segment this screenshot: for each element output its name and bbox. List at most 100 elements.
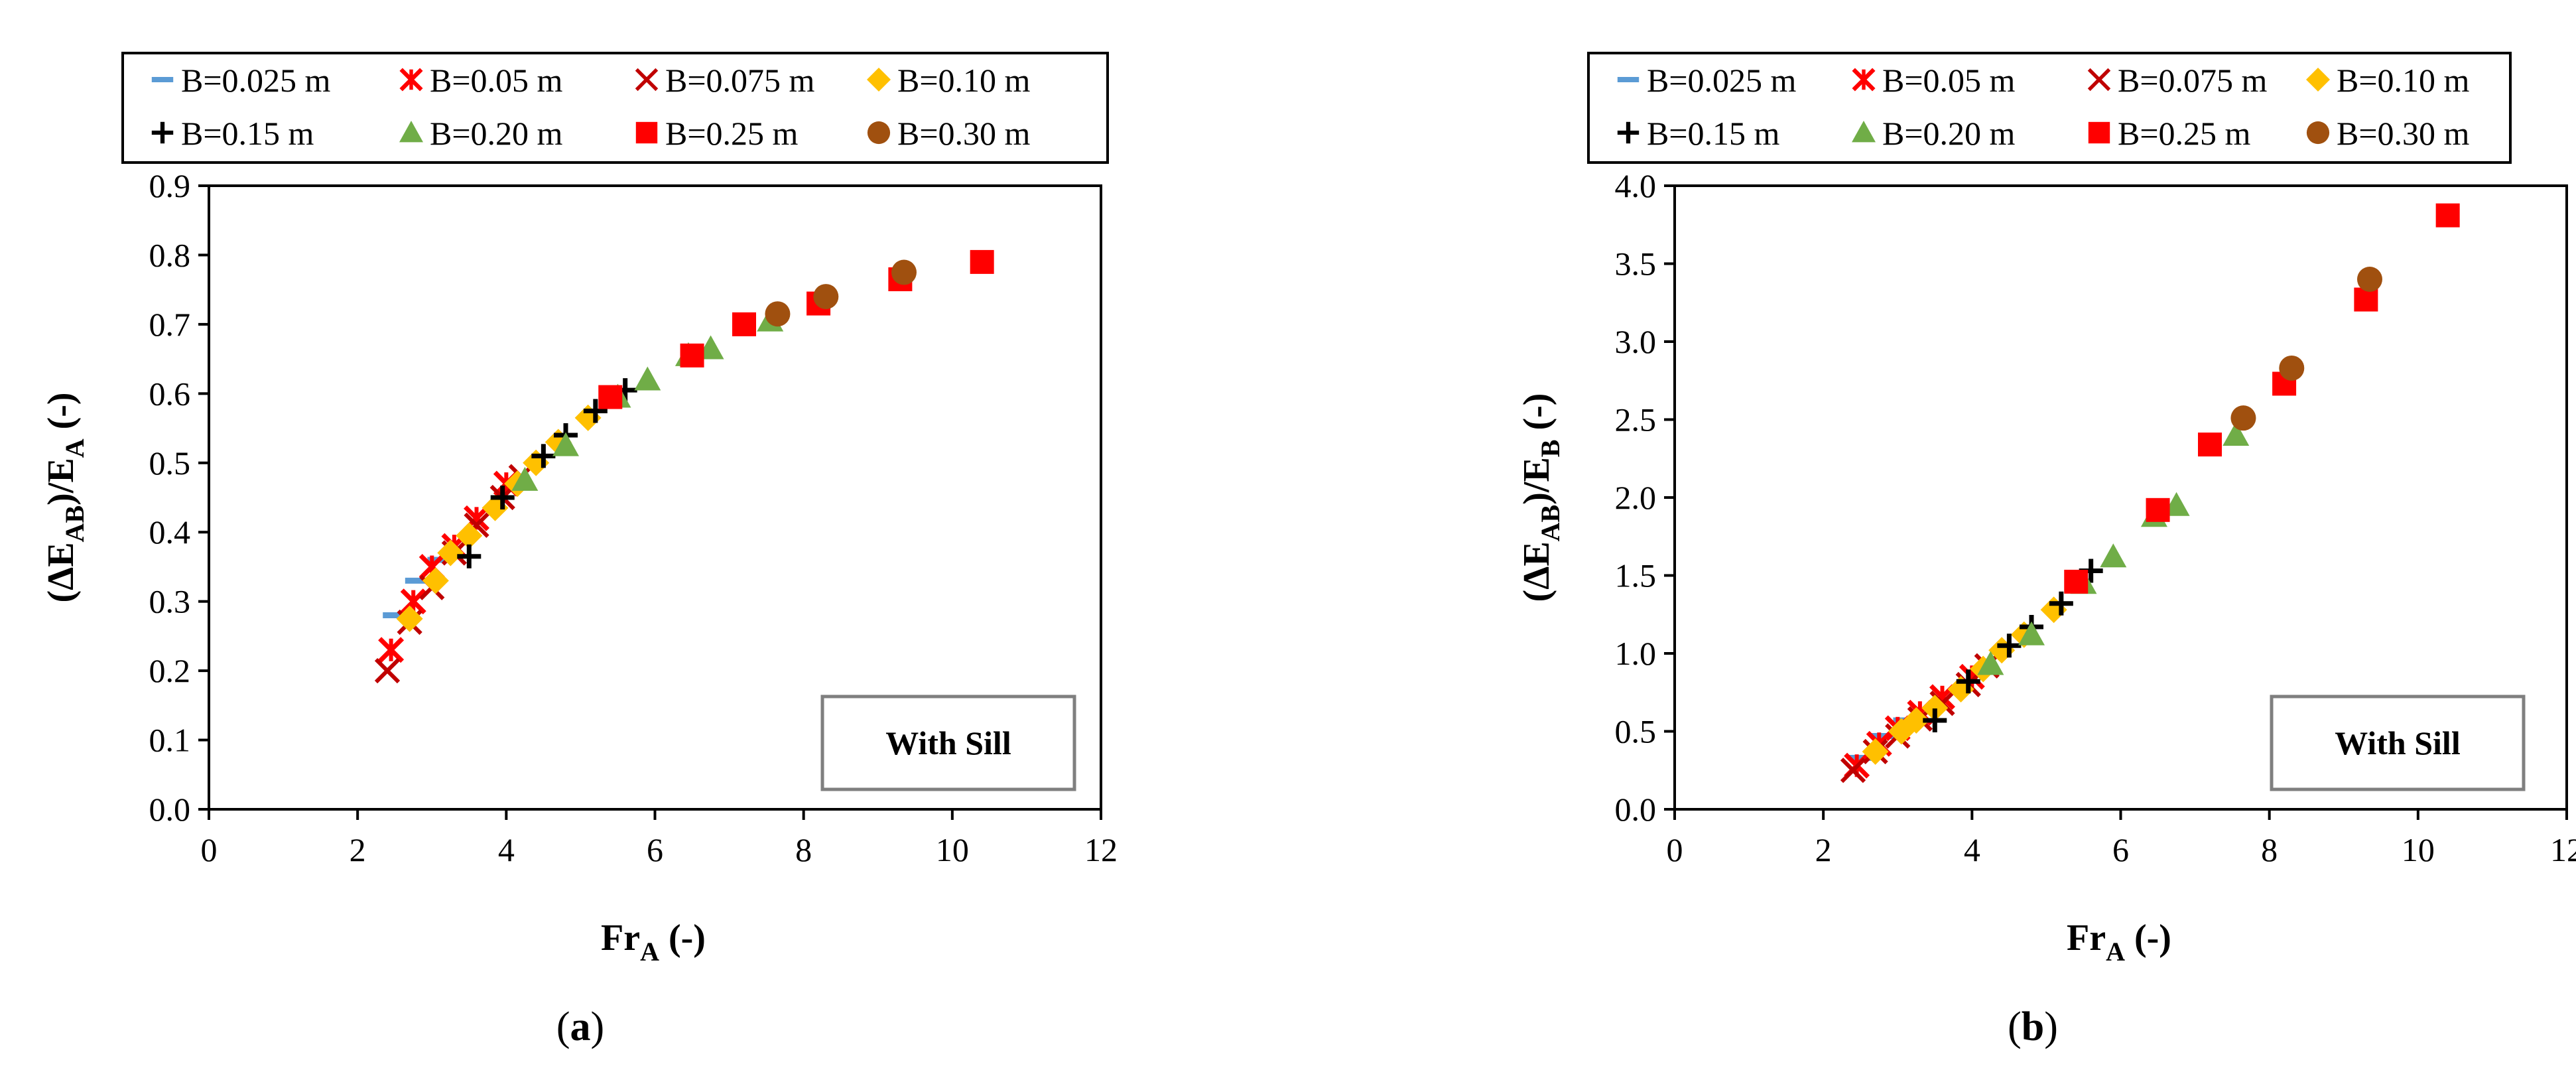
data-point-triangle — [511, 466, 539, 491]
legend-marker-diamond — [867, 68, 891, 92]
data-point-diamond — [1903, 707, 1930, 734]
y-tick-label-a: 0.3 — [149, 583, 191, 620]
data-point-triangle — [2018, 621, 2045, 645]
legend-label: B=0.05 m — [1882, 62, 2016, 99]
x-axis-title-a: FrA (-) — [601, 917, 706, 967]
x-tick-label-a: 12 — [1084, 831, 1118, 868]
data-point-asterisk — [378, 637, 405, 663]
data-point-triangle — [634, 366, 661, 391]
data-point-triangle — [2222, 422, 2250, 446]
y-tick-label-b: 4.0 — [1615, 167, 1657, 204]
x-tick-label-b: 2 — [1815, 831, 1832, 868]
x-tick-label-b: 10 — [2402, 831, 2435, 868]
legend-marker-triangle — [1852, 121, 1876, 143]
data-point-cross — [1840, 758, 1866, 783]
legend-label: B=0.25 m — [665, 115, 799, 152]
y-tick-label-a: 0.5 — [149, 444, 191, 482]
x-tick-label-a: 6 — [647, 831, 663, 868]
data-point-circle — [2279, 355, 2305, 381]
y-tick-label-a: 0.9 — [149, 167, 191, 204]
data-point-diamond — [396, 605, 423, 632]
legend-marker-circle — [867, 121, 891, 145]
data-point-square — [970, 249, 994, 274]
x-tick-label-b: 6 — [2112, 831, 2129, 868]
data-point-plus — [490, 486, 515, 509]
legend-marker-plus — [151, 121, 174, 144]
legend-label: B=0.075 m — [665, 62, 815, 99]
legend-marker-square — [635, 121, 658, 144]
data-point-plus — [457, 544, 482, 568]
data-point-triangle — [2100, 543, 2127, 568]
data-point-square — [680, 343, 704, 367]
chart-panel-b: B=0.025 m B=0.05 m B=0.075 m B=0.10 m B=0.15… — [1516, 52, 2576, 1049]
note-box-a: With Sill — [820, 695, 1076, 791]
x-tick-label-a: 8 — [795, 831, 812, 868]
data-point-plus — [1923, 708, 1947, 733]
panel-caption-b: (b) — [2008, 1004, 2058, 1049]
legend-marker-asterisk — [1852, 68, 1876, 92]
x-tick-label-b: 8 — [2261, 831, 2278, 868]
y-tick-label-a: 0.7 — [149, 306, 191, 343]
chart-panel-a: B=0.025 m B=0.05 m B=0.075 m B=0.10 m B=0.15… — [40, 52, 1118, 1049]
legend-label: B=0.10 m — [2337, 62, 2470, 99]
legend-marker-circle — [2306, 121, 2330, 145]
data-point-plus — [1997, 634, 2022, 658]
data-point-circle — [2356, 267, 2382, 292]
note-text-a: With Sill — [885, 724, 1011, 762]
data-point-square — [732, 312, 756, 336]
data-point-plus — [583, 399, 608, 423]
legend-marker-plus — [1617, 121, 1640, 144]
data-point-diamond — [1921, 695, 1949, 722]
y-tick-label-b: 3.0 — [1615, 323, 1657, 360]
legend-label: B=0.025 m — [1647, 62, 1797, 99]
data-point-square — [598, 385, 623, 409]
y-tick-label-a: 0.4 — [149, 513, 191, 551]
y-tick-label-a: 0.1 — [149, 722, 191, 759]
x-axis-title-b: FrA (-) — [2067, 917, 2171, 967]
y-tick-label-b: 2.0 — [1615, 479, 1657, 516]
legend-label: B=0.20 m — [430, 115, 563, 152]
legend-label: B=0.025 m — [181, 62, 331, 99]
legend-label: B=0.075 m — [2118, 62, 2268, 99]
legend-marker-cross — [635, 68, 659, 92]
data-point-circle — [813, 284, 839, 310]
x-tick-label-a: 4 — [498, 831, 515, 868]
legend-label: B=0.15 m — [181, 115, 314, 152]
y-tick-label-b: 0.5 — [1615, 713, 1657, 750]
data-point-circle — [891, 259, 917, 285]
data-point-circle — [2230, 405, 2256, 431]
panel-caption-a: (a) — [556, 1004, 604, 1049]
legend-marker-triangle — [399, 121, 423, 143]
legend-marker-square — [2088, 121, 2110, 144]
note-text-b: With Sill — [2335, 724, 2461, 762]
x-tick-label-a: 0 — [201, 831, 218, 868]
legend-label: B=0.30 m — [897, 115, 1031, 152]
data-point-triangle — [2163, 492, 2190, 516]
data-point-diamond — [456, 522, 483, 549]
data-point-square — [2435, 203, 2460, 228]
data-point-square — [2146, 498, 2170, 522]
x-tick-label-b: 12 — [2550, 831, 2576, 868]
legend-marker-asterisk — [399, 68, 423, 92]
y-tick-label-a: 0.2 — [149, 652, 191, 689]
y-tick-label-b: 1.0 — [1615, 635, 1657, 672]
data-point-diamond — [437, 539, 464, 567]
legend-label: B=0.05 m — [430, 62, 563, 99]
y-tick-label-a: 0.8 — [149, 236, 191, 273]
data-point-plus — [2049, 591, 2073, 616]
y-axis-title-b: (ΔEAB)/EB (-) — [1516, 393, 1565, 602]
legend-label: B=0.30 m — [2337, 115, 2470, 152]
legend-label: B=0.20 m — [1882, 115, 2016, 152]
x-tick-label-a: 2 — [350, 831, 366, 868]
data-point-diamond — [1862, 738, 1889, 766]
data-point-plus — [531, 444, 556, 468]
y-tick-label-a: 0.0 — [149, 791, 191, 828]
data-point-diamond — [422, 567, 449, 594]
data-point-cross — [374, 657, 401, 684]
data-point-triangle — [697, 335, 724, 360]
x-tick-label-a: 10 — [936, 831, 969, 868]
data-point-circle — [765, 301, 791, 327]
data-point-square — [2064, 569, 2089, 594]
note-box-b: With Sill — [2270, 695, 2526, 791]
